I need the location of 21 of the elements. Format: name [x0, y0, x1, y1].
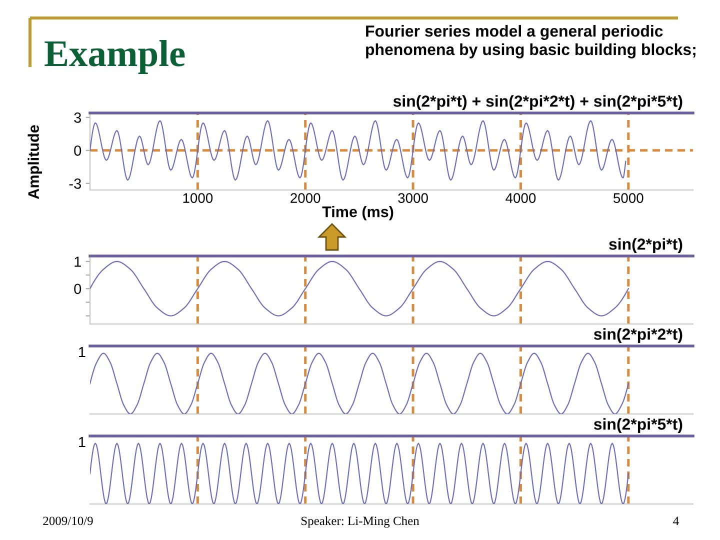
x-tick-label: 3000 [398, 193, 428, 203]
y-tick-label: 3 [74, 112, 82, 123]
text: 4 [673, 516, 679, 526]
chart-title: Example [44, 40, 185, 74]
text: Speaker: Li-Ming Chen [301, 516, 420, 528]
y-axis-title: Amplitude [28, 125, 42, 199]
text: 2009/10/9 [43, 516, 93, 526]
chart-subtitle: Fourier series model a general periodic phenomena by using basic building blocks; [366, 25, 696, 58]
y-tick-label: 0 [74, 284, 82, 294]
x-tick-label: 1000 [183, 193, 213, 203]
y-tick-label: 1 [74, 256, 81, 267]
series-label: sin(2*pi*t) + sin(2*pi*2*t) + sin(2*pi*5*t) [393, 95, 682, 110]
text: sin(2*pi*t) [609, 238, 682, 253]
y-tick-label: -3 [69, 178, 82, 189]
series-label: sin(2*pi*2*t) [594, 328, 682, 343]
x-axis-title: Time (ms) [322, 206, 394, 220]
y-tick-label: 0 [74, 146, 82, 156]
series-label: sin(2*pi*5*t) [594, 418, 682, 433]
x-tick-label: 2000 [290, 193, 320, 203]
x-tick-label: 5000 [614, 193, 644, 203]
x-tick-label: 4000 [506, 193, 536, 203]
